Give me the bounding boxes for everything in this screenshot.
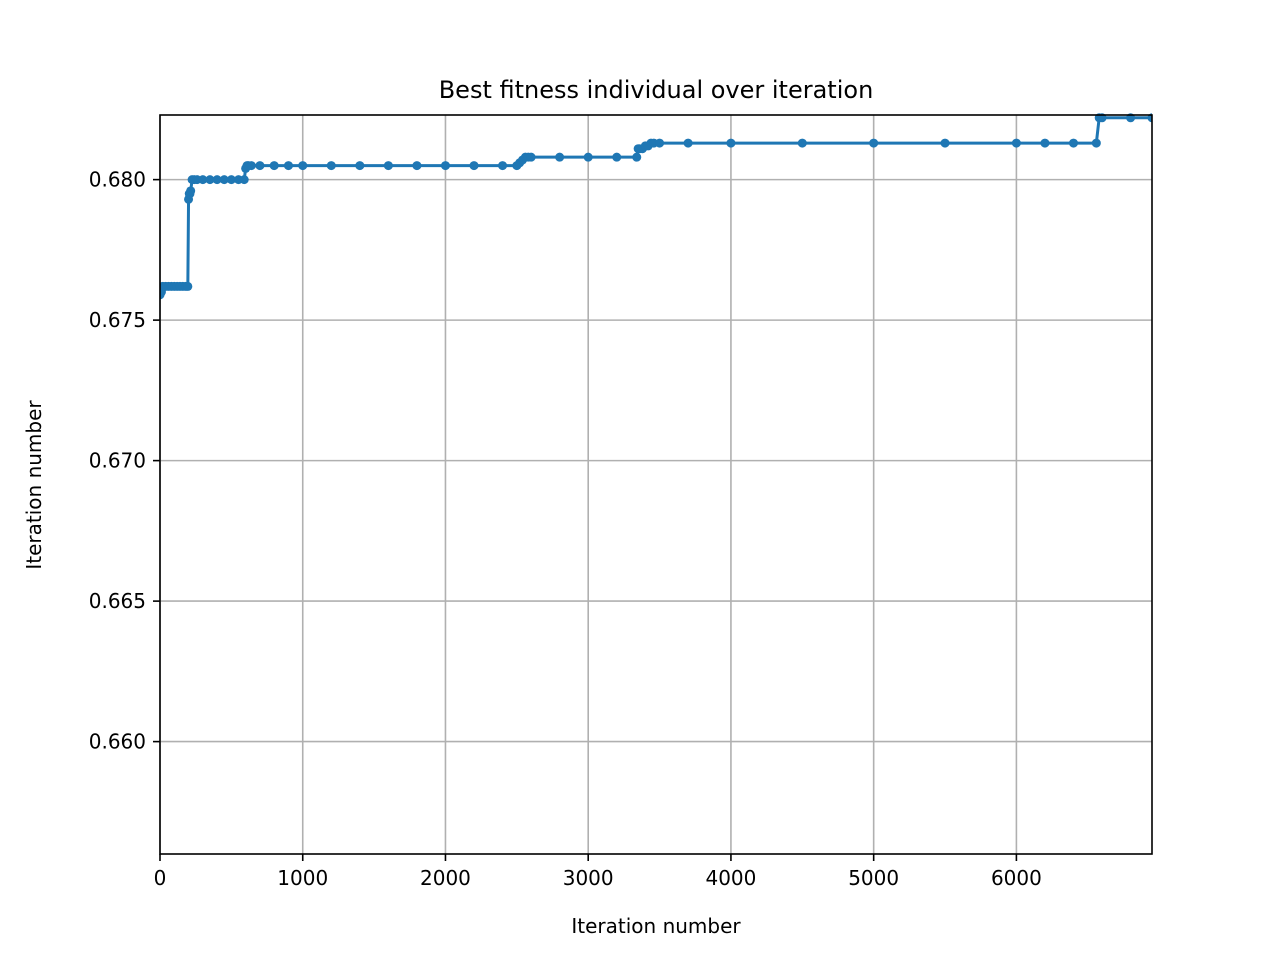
x-tick-label-4: 4000: [705, 866, 756, 890]
data-point: [355, 161, 365, 171]
data-point: [440, 161, 450, 171]
data-point: [940, 138, 950, 148]
data-point: [212, 175, 222, 185]
data-point: [246, 161, 256, 171]
x-tick-label-2: 2000: [420, 866, 471, 890]
axes: 0 1000 2000 3000 4000 5000 6000 0.660 0.665 0.670…: [89, 114, 1153, 890]
data-point: [797, 138, 807, 148]
data-point: [1091, 138, 1101, 148]
series-points-0: [160, 113, 1152, 300]
data-point: [198, 175, 208, 185]
data-point: [498, 161, 508, 171]
data-point: [205, 175, 215, 185]
data-point: [269, 161, 279, 171]
data-point: [632, 152, 642, 162]
y-tick-label-2: 0.670: [89, 449, 146, 473]
x-tick-label-3: 3000: [563, 866, 614, 890]
data-point: [612, 152, 622, 162]
x-tick-label-6: 6000: [991, 866, 1042, 890]
x-tick-label-5: 5000: [848, 866, 899, 890]
data-point: [1011, 138, 1021, 148]
data-point: [186, 186, 196, 196]
x-tick-label-0: 0: [154, 866, 167, 890]
data-point: [283, 161, 293, 171]
data-point: [469, 161, 479, 171]
data-point: [869, 138, 879, 148]
y-tick-label-3: 0.675: [89, 308, 146, 332]
plot-frame: [159, 114, 1153, 855]
data-point: [526, 152, 536, 162]
data-point: [326, 161, 336, 171]
x-axis-label: Iteration number: [571, 914, 741, 938]
data-point: [726, 138, 736, 148]
series-line-0: [160, 116, 1152, 296]
y-tick-label-0: 0.660: [89, 730, 146, 754]
y-tick-label-1: 0.665: [89, 589, 146, 613]
data-point: [255, 161, 265, 171]
series: [160, 113, 1152, 300]
data-point: [412, 161, 422, 171]
data-point: [219, 175, 229, 185]
data-point: [1040, 138, 1050, 148]
data-point: [239, 175, 249, 185]
data-point: [655, 138, 665, 148]
data-point: [583, 152, 593, 162]
data-point: [555, 152, 565, 162]
y-tick-label-4: 0.680: [89, 168, 146, 192]
data-point: [1068, 138, 1078, 148]
chart-title: Best fitness individual over iteration: [439, 76, 874, 104]
data-point: [183, 281, 193, 291]
data-point: [226, 175, 236, 185]
grid: [159, 115, 1152, 854]
x-tick-label-1: 1000: [277, 866, 328, 890]
data-point: [298, 161, 308, 171]
data-point: [383, 161, 393, 171]
data-point: [683, 138, 693, 148]
y-axis-label: Iteration number: [22, 400, 46, 570]
